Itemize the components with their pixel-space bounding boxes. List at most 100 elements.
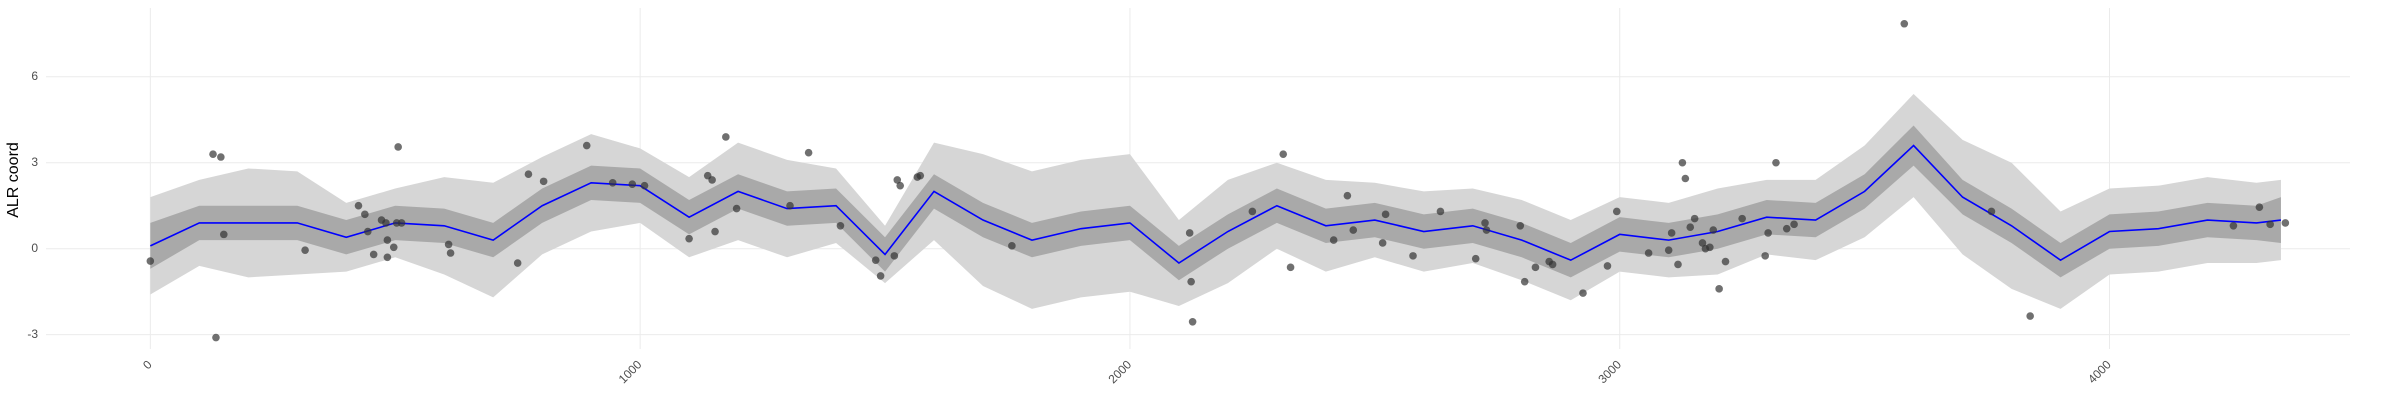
data-point [361,210,369,219]
data-point [1772,158,1780,167]
data-point [1548,260,1557,269]
data-point [209,150,217,158]
data-point [1709,226,1718,234]
data-point [1531,263,1540,272]
data-point [2266,220,2274,229]
data-point [1706,243,1714,252]
x-tick-label: 2000 [1106,357,1135,386]
data-point [394,143,402,151]
data-point [383,236,392,244]
data-point [836,221,845,230]
data-point [1481,219,1489,227]
data-point [1381,210,1390,219]
data-point [1378,239,1387,247]
data-point [301,246,309,254]
data-point [1409,252,1417,260]
y-axis-title: ALR coord [5,142,22,218]
data-point [2281,219,2290,227]
data-point [1782,224,1791,233]
data-point [1790,220,1798,229]
data-point [1674,260,1682,269]
data-point [786,201,794,210]
data-point [1248,207,1257,216]
data-point [1690,214,1699,223]
data-point [1329,236,1338,244]
data-point [219,230,228,239]
data-point [363,227,372,236]
data-point [1349,226,1358,234]
data-point [896,181,905,190]
x-tick-label: 1000 [616,357,645,386]
data-point [1644,249,1653,257]
data-point [1482,226,1491,234]
x-tick-label: 3000 [1595,357,1624,386]
data-point [2229,221,2238,230]
data-point [1516,221,1525,230]
data-point [1664,246,1673,254]
data-point [1279,150,1288,158]
data-point [1185,229,1194,237]
x-tick-label: 0 [140,357,155,372]
data-point [1612,207,1621,216]
data-point [1579,289,1587,297]
data-point [804,148,813,157]
data-point [1761,252,1769,260]
data-point [1188,317,1197,326]
data-point [1471,254,1480,263]
data-point [1678,158,1687,167]
data-point [1187,277,1195,286]
data-point [732,204,741,213]
data-point [1343,191,1352,200]
data-point [893,176,902,184]
data-point [685,234,693,243]
x-tick-label: 4000 [2085,357,2114,386]
data-point [1686,223,1695,232]
data-point [890,252,899,260]
data-point [711,227,719,236]
data-point [640,181,649,190]
data-point [2026,312,2034,320]
data-point [539,177,548,186]
data-point [217,153,225,161]
data-point [524,170,533,179]
data-point [722,133,730,141]
data-point [1900,19,1909,28]
data-point [608,178,617,187]
data-point [1436,207,1445,216]
data-point [628,180,637,189]
data-point [1008,242,1016,250]
smooth-line [149,144,2282,265]
outer-band [150,93,2281,309]
data-point [212,333,220,342]
data-point [1987,207,1996,216]
data-point [1698,239,1707,247]
inner-band [150,125,2281,281]
data-point [1681,174,1690,183]
data-point [513,259,522,267]
y-tick-label: 6 [31,69,38,83]
y-tick-label: 3 [31,155,38,169]
data-point [369,250,378,259]
y-tick-label: -3 [27,327,38,341]
data-point [1721,257,1730,266]
data-point [444,240,453,249]
data-point [1520,277,1529,286]
data-point [383,253,392,262]
data-point [146,257,155,265]
data-point [582,141,591,150]
y-tick-label: 0 [31,241,38,255]
data-point [354,201,363,210]
data-point [871,256,880,264]
data-point [1667,229,1676,237]
data-point [446,249,455,257]
data-point [2255,203,2264,211]
data-point [876,272,885,280]
data-point [382,219,390,227]
data-point [1286,263,1295,272]
data-point [389,243,398,252]
data-point [1764,229,1772,237]
data-point [916,171,925,180]
data-point [397,219,406,227]
data-point [1715,285,1723,293]
